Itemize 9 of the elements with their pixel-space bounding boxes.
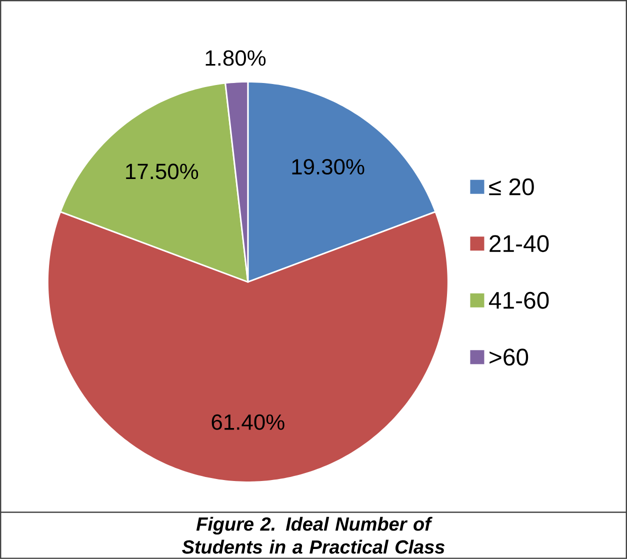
data-label: 17.50%: [126, 164, 198, 180]
legend-label: >60: [490, 348, 528, 366]
legend-label: ≤ 20: [489, 178, 534, 196]
legend-label: 21-40: [490, 235, 549, 252]
text: Figure 2. Ideal Number of Students in a Practical Class: [182, 516, 445, 554]
data-label: 61.40%: [212, 414, 284, 430]
data-label: 19.30%: [292, 159, 364, 175]
legend-label: 41-60: [488, 292, 549, 309]
data-label: 1.80%: [206, 50, 266, 66]
